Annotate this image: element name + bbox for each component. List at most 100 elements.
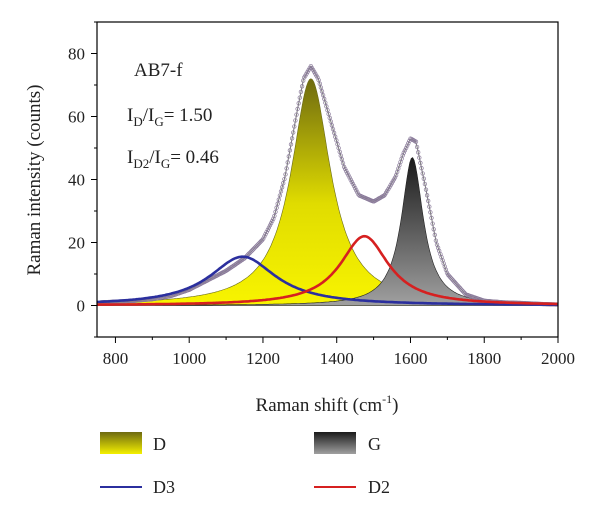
measured-point <box>433 238 439 243</box>
ratio-id-ig: ID/IG= 1.50 <box>127 105 212 129</box>
measured-point <box>454 282 460 287</box>
y-tick-label: 0 <box>77 297 86 316</box>
measured-point <box>252 245 257 251</box>
measured-point <box>354 188 359 193</box>
legend-swatch-g <box>314 432 356 454</box>
measured-point <box>450 277 455 282</box>
measured-point <box>261 236 266 241</box>
measured-point <box>286 154 291 159</box>
measured-point <box>256 241 262 246</box>
measured-point <box>253 244 258 250</box>
measured-point <box>249 249 254 254</box>
measured-point <box>289 136 295 141</box>
measured-point <box>344 169 349 174</box>
measured-point <box>405 143 410 148</box>
measured-point <box>318 85 324 90</box>
measured-point <box>281 181 286 186</box>
measured-point <box>265 227 270 232</box>
measured-point <box>448 275 453 280</box>
measured-point <box>246 251 252 256</box>
measured-point <box>274 205 279 210</box>
y-tick-label: 60 <box>68 108 85 127</box>
measured-point <box>350 181 356 187</box>
measured-point <box>255 242 260 247</box>
measured-point <box>317 81 322 86</box>
x-tick-label: 1400 <box>320 349 354 368</box>
measured-point <box>327 115 332 120</box>
measured-point <box>297 95 302 100</box>
measured-point <box>403 145 409 151</box>
legend-item-g: G <box>314 432 381 454</box>
measured-point <box>267 223 273 228</box>
measured-point <box>316 77 321 83</box>
legend-item-d2: D2 <box>314 477 390 497</box>
measured-point <box>336 145 341 151</box>
measured-point <box>430 221 435 226</box>
measured-point <box>247 250 253 255</box>
measured-point <box>334 138 339 143</box>
measured-point <box>295 106 300 112</box>
measured-point <box>461 289 466 295</box>
measured-point <box>452 280 457 285</box>
measured-point <box>272 213 277 219</box>
measured-point <box>413 139 419 144</box>
y-axis: 0 20 40 60 80 <box>68 21 97 338</box>
measured-point <box>284 166 289 171</box>
measured-point <box>381 193 387 198</box>
y-axis-title: Raman intensity (counts) <box>24 84 45 275</box>
measured-point <box>432 232 437 238</box>
legend-swatch-d <box>100 432 142 454</box>
measured-point <box>351 183 357 189</box>
measured-point <box>268 221 274 226</box>
measured-point <box>322 96 327 102</box>
measured-point <box>353 186 358 191</box>
x-axis-title: Raman shift (cm-1) <box>256 392 399 416</box>
measured-point <box>250 248 255 253</box>
measured-point <box>287 148 293 153</box>
x-tick-label: 1800 <box>467 349 501 368</box>
measured-point <box>320 92 326 98</box>
measured-point <box>338 153 343 158</box>
legend-label-d2: D2 <box>368 477 390 497</box>
x-tick-label: 800 <box>103 349 129 368</box>
measured-point <box>428 210 433 215</box>
measured-point <box>340 160 346 166</box>
y-tick-label: 20 <box>68 234 85 253</box>
y-tick-label: 80 <box>68 45 85 64</box>
legend-item-d: D <box>100 432 166 454</box>
measured-point <box>416 150 421 155</box>
measured-point <box>347 175 352 180</box>
x-tick-label: 1200 <box>246 349 280 368</box>
measured-point <box>263 232 268 237</box>
measured-point <box>349 179 354 184</box>
measured-point <box>262 234 267 239</box>
measured-point <box>339 157 345 162</box>
measured-point <box>453 281 458 286</box>
measured-point <box>337 149 342 154</box>
measured-point <box>422 181 428 187</box>
measured-point <box>429 215 434 221</box>
d3-curve <box>97 255 558 306</box>
legend-item-d3: D3 <box>100 477 175 497</box>
measured-point <box>273 209 278 214</box>
measured-point <box>288 142 294 147</box>
measured-point <box>294 112 299 117</box>
measured-point <box>402 148 408 153</box>
measured-point <box>406 141 411 146</box>
measured-point <box>426 198 431 204</box>
measured-point <box>298 89 304 95</box>
x-tick-label: 1600 <box>393 349 427 368</box>
measured-point <box>343 166 348 172</box>
measured-point <box>291 130 296 135</box>
measured-point <box>355 190 360 195</box>
measured-point <box>457 284 462 290</box>
measured-point <box>451 278 456 284</box>
measured-point <box>341 164 347 170</box>
measured-point <box>417 155 422 160</box>
measured-point <box>325 108 330 113</box>
measured-point <box>345 171 350 176</box>
measured-point <box>324 104 329 109</box>
measured-point <box>419 166 424 171</box>
measured-point <box>277 193 283 198</box>
measured-point <box>333 134 338 139</box>
